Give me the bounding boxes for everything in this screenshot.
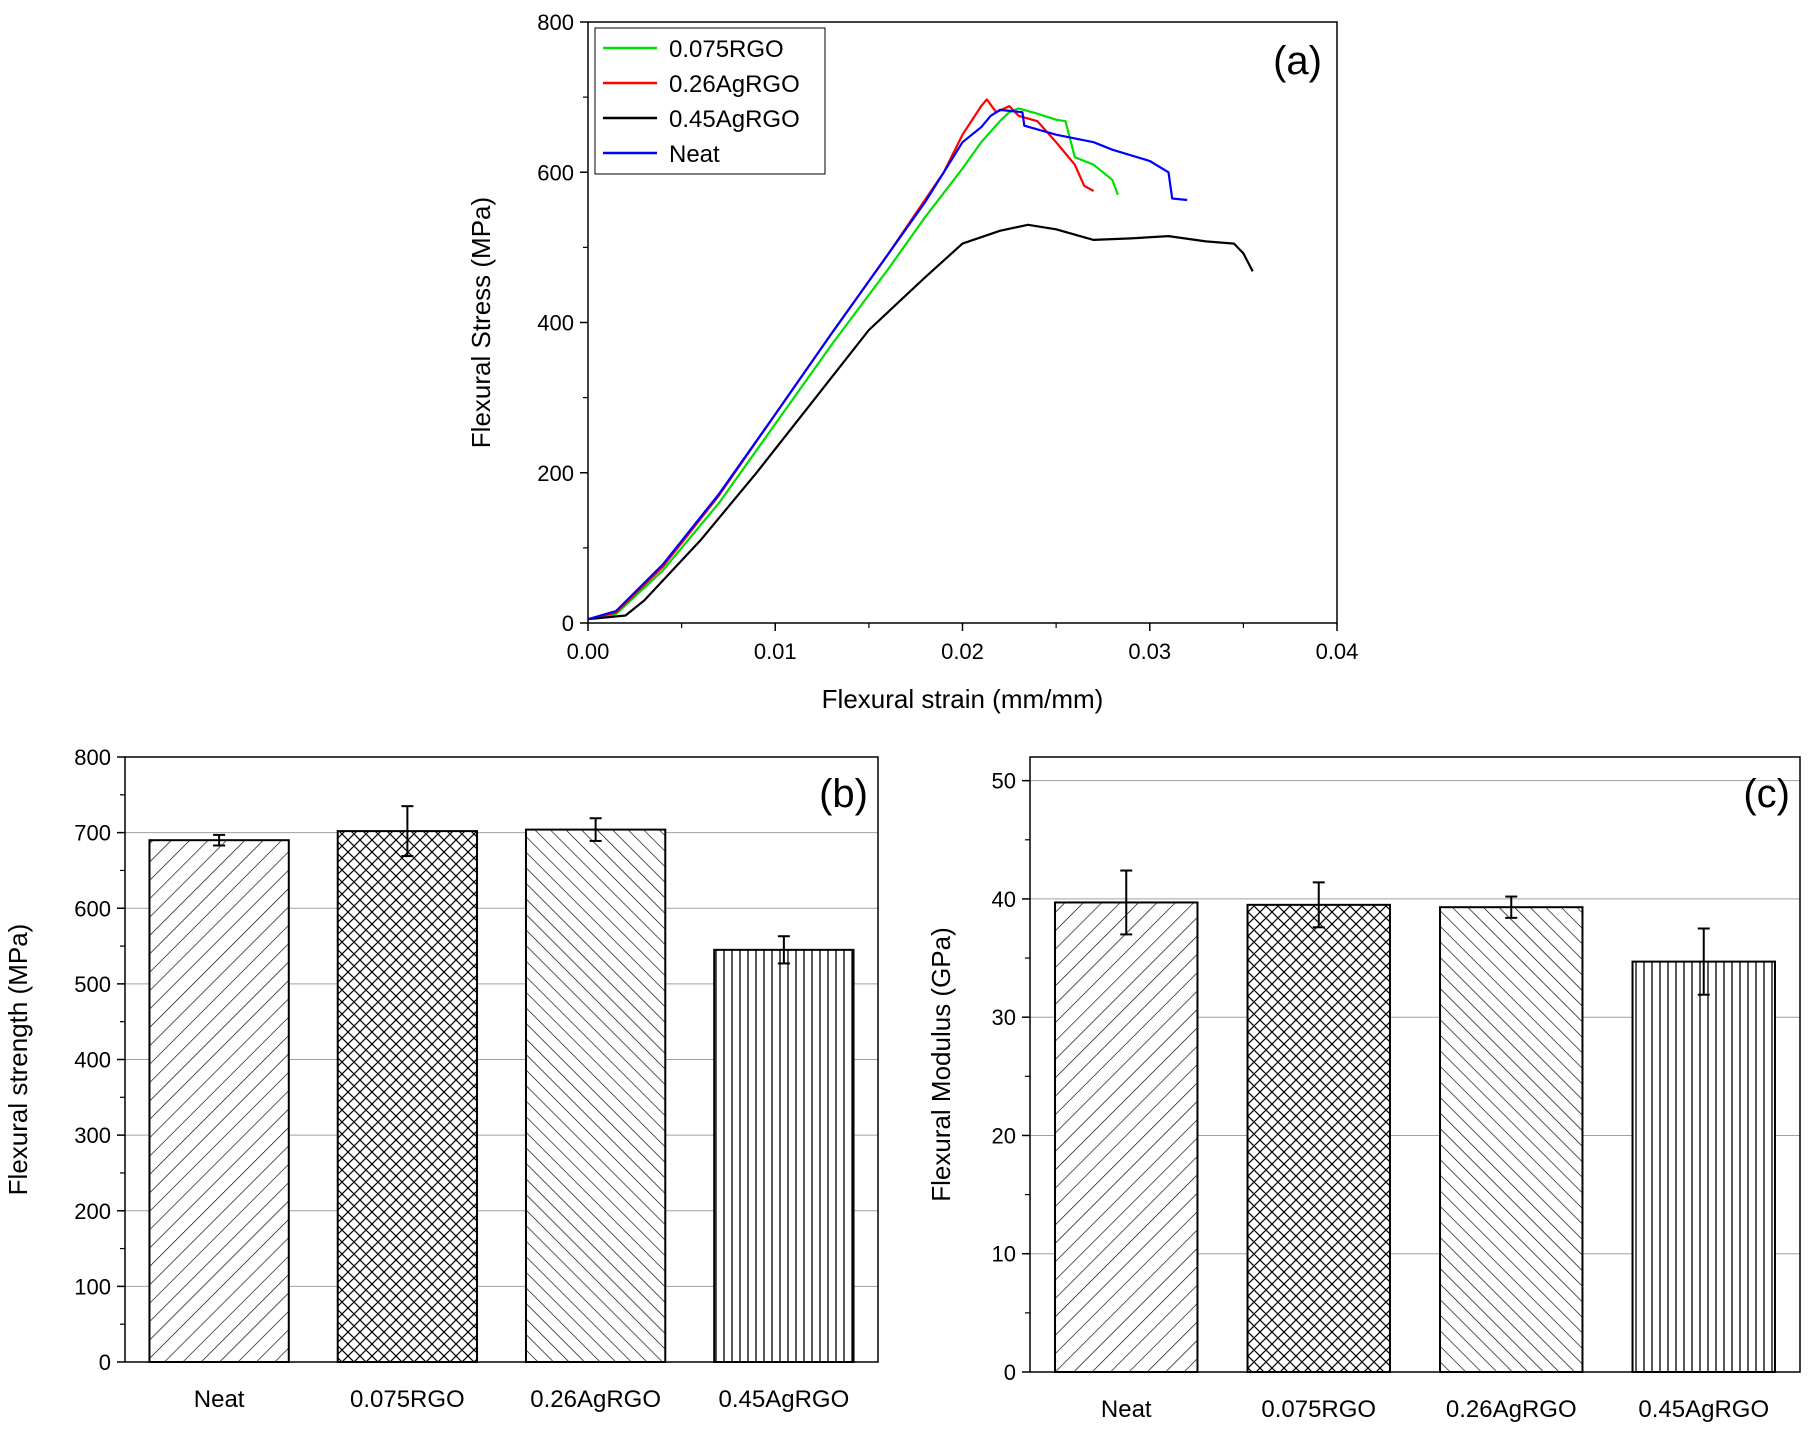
legend-label-0: 0.075RGO: [669, 36, 784, 63]
legend-label-3: Neat: [669, 141, 720, 168]
y-tick-label: 100: [74, 1274, 111, 1299]
y-tick-label: 600: [74, 896, 111, 921]
y-tick-label: 30: [992, 1005, 1016, 1030]
x-category-label-0: Neat: [194, 1386, 245, 1413]
series-line-3: [587, 108, 1188, 621]
chart-c-frame: [1029, 756, 1801, 1373]
x-tick-label: 0.03: [1128, 639, 1171, 664]
bar-1: [336, 830, 479, 1363]
y-tick-label: 10: [992, 1242, 1016, 1267]
chart-a-xlabel: Flexural strain (mm/mm): [822, 684, 1104, 714]
stress-strain-chart: 0.00 0.01 0.02 0.03 0.04 0 200 400 600 800 Flexur…: [466, 10, 1358, 714]
y-tick-label: 400: [74, 1048, 111, 1073]
legend-box: [594, 27, 826, 175]
x-tick-label: 0.01: [754, 639, 797, 664]
series-line-2: [587, 223, 1254, 621]
y-tick-label: 50: [992, 769, 1016, 794]
x-category-label-2: 0.26AgRGO: [530, 1386, 661, 1413]
x-tick-label: 0.00: [567, 639, 610, 664]
legend-label-2: 0.45AgRGO: [669, 106, 800, 133]
bar-3: [713, 948, 855, 1363]
flexural-strength-chart: 0 100 200 300 400 500 600 700 800 Neat 0.075RGO 0.2…: [3, 745, 879, 1413]
x-category-label-3: 0.45AgRGO: [719, 1386, 850, 1413]
y-tick-label: 300: [74, 1123, 111, 1148]
chart-c-panel-label: (c): [1743, 772, 1790, 816]
y-tick-label: 0: [1004, 1360, 1016, 1385]
legend-label-1: 0.26AgRGO: [669, 71, 800, 98]
x-tick-label: 0.04: [1316, 639, 1359, 664]
x-tick-label: 0.02: [941, 639, 984, 664]
y-tick-label: 700: [74, 821, 111, 846]
chart-b-ylabel: Flexural strength (MPa): [3, 924, 33, 1196]
y-tick-label: 200: [537, 461, 574, 486]
bar-0: [148, 839, 290, 1363]
series-line-0: [587, 107, 1119, 621]
y-tick-label: 600: [537, 160, 574, 185]
chart-b-frame: [124, 756, 879, 1363]
bar-2: [1439, 906, 1584, 1373]
y-tick-label: 40: [992, 887, 1016, 912]
y-tick-label: 20: [992, 1123, 1016, 1148]
chart-b-panel-label: (b): [819, 772, 868, 816]
x-category-label-1: 0.075RGO: [1261, 1396, 1376, 1423]
chart-a-ylabel: Flexural Stress (MPa): [466, 197, 496, 448]
x-category-label-2: 0.26AgRGO: [1446, 1396, 1577, 1423]
bar-2: [524, 828, 667, 1363]
y-tick-label: 500: [74, 972, 111, 997]
x-category-label-3: 0.45AgRGO: [1638, 1396, 1769, 1423]
chart-a-panel-label: (a): [1273, 39, 1322, 83]
x-category-label-0: Neat: [1101, 1396, 1152, 1423]
y-tick-label: 400: [537, 311, 574, 336]
chart-a-legend: 0.075RGO 0.26AgRGO 0.45AgRGO Neat: [594, 27, 826, 175]
bar-1: [1246, 903, 1391, 1373]
y-tick-label: 0: [99, 1350, 111, 1375]
bar-3: [1631, 960, 1776, 1373]
chart-c-ylabel: Flexural Modulus (GPa): [926, 927, 956, 1202]
y-tick-label: 200: [74, 1199, 111, 1224]
y-tick-label: 800: [537, 10, 574, 35]
flexural-modulus-chart: 0 10 20 30 40 50 Neat 0.075RGO 0.26AgRGO 0.45AgRG…: [926, 756, 1801, 1423]
y-tick-label: 0: [562, 611, 574, 636]
y-tick-label: 800: [74, 745, 111, 770]
bar-0: [1054, 901, 1199, 1373]
x-category-label-1: 0.075RGO: [350, 1386, 465, 1413]
series-line-1: [587, 98, 1095, 621]
